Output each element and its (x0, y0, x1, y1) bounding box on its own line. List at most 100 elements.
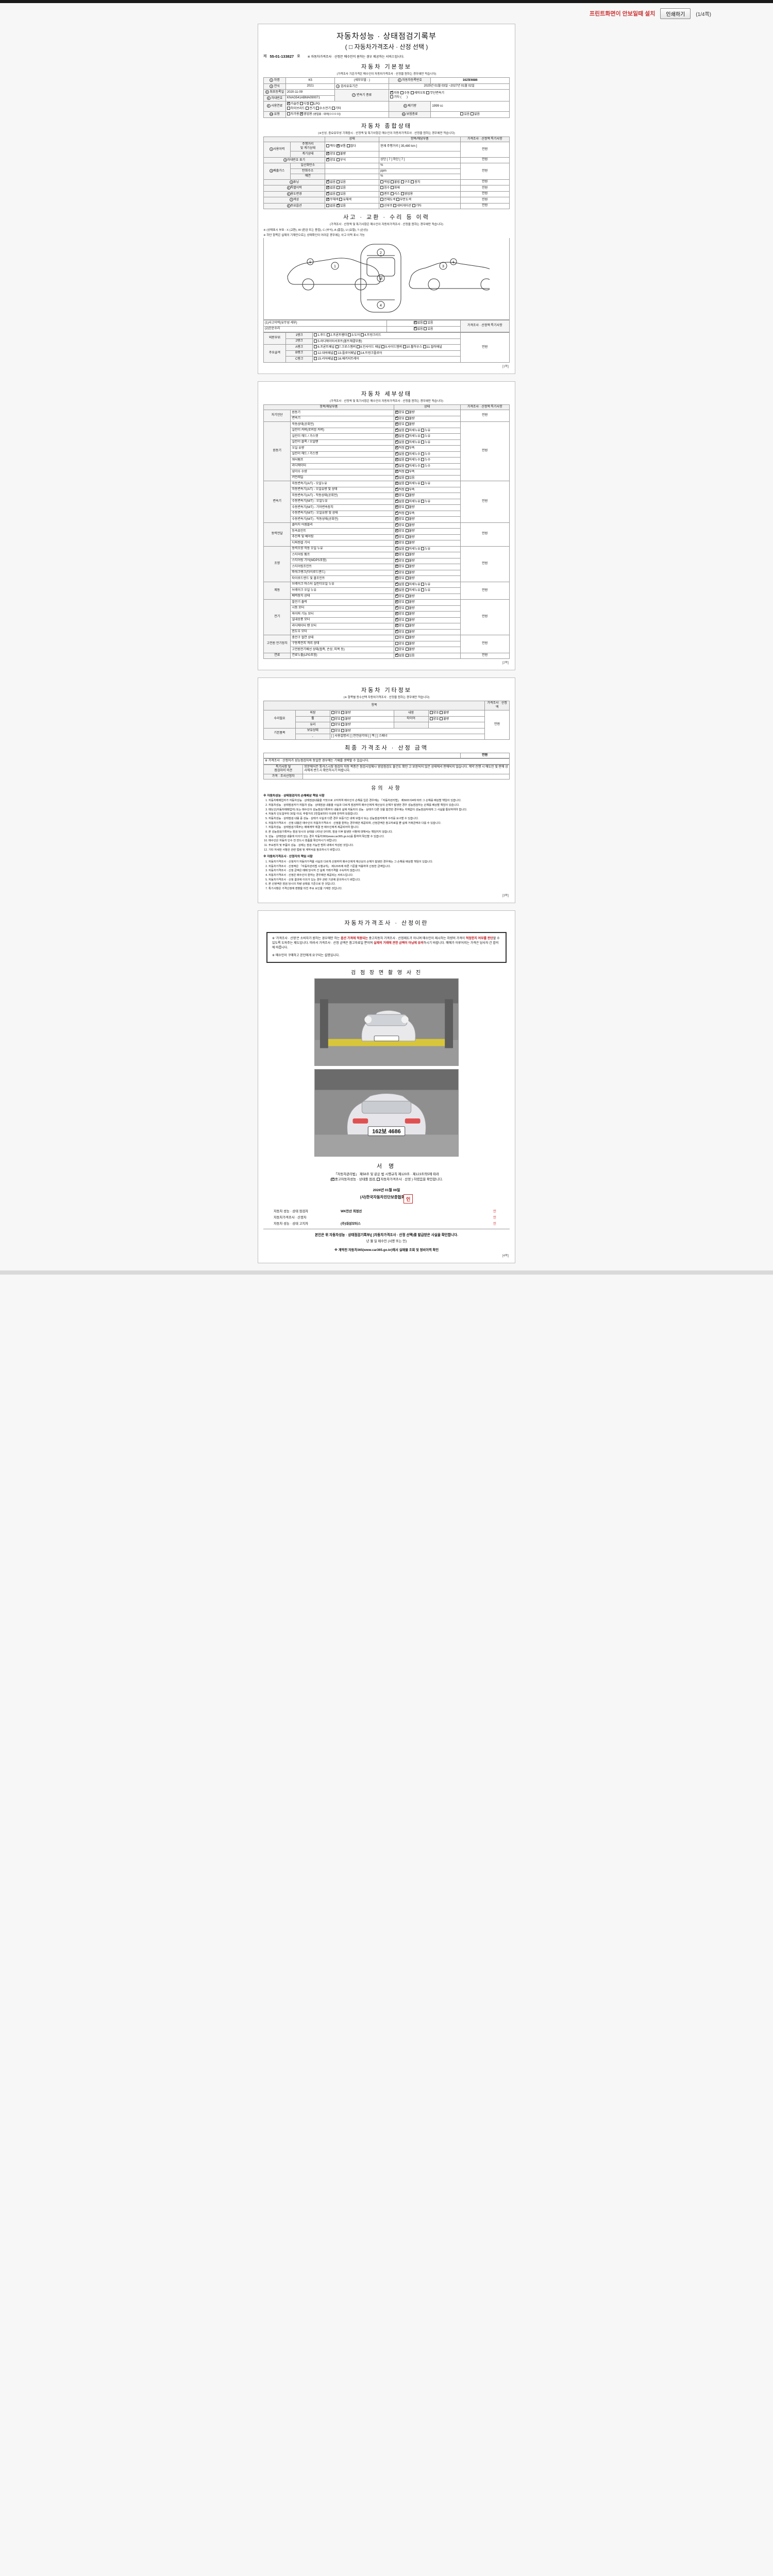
detail-opt-양호[interactable]: 양호 (395, 534, 406, 539)
detail-opt-양호[interactable]: 양호 (395, 410, 406, 414)
trans-opt-manual[interactable]: 수동 (400, 91, 410, 95)
detail-opt-없음[interactable]: 없음 (395, 475, 406, 480)
detail-opt-양호[interactable]: 양호 (395, 570, 406, 574)
color-opt-chroma[interactable]: 유채색 (339, 198, 351, 201)
usechange-commercial[interactable]: 영업용 (400, 192, 413, 196)
special-opt-none[interactable]: 없음 (326, 185, 335, 190)
detail-opt-누유[interactable]: 누유 (421, 547, 430, 551)
detail-opt-없음[interactable]: 없음 (395, 588, 406, 592)
detail-opt-없음[interactable]: 없음 (395, 481, 406, 485)
detail-opt-불량[interactable]: 불량 (405, 529, 415, 533)
detail-opt-누유[interactable]: 누유 (421, 440, 430, 444)
detail-opt-부족[interactable]: 부족 (405, 470, 415, 473)
detail-opt-양호[interactable]: 양호 (395, 617, 406, 622)
fuel-opt-etc[interactable]: 기타 (331, 106, 341, 110)
fuel-opt-hybrid[interactable]: 하이브리드 (287, 106, 305, 110)
detail-opt-불량[interactable]: 불량 (405, 641, 415, 646)
detail-opt-미세누유[interactable]: 미세누유 (405, 499, 422, 503)
trans-opt-other[interactable]: 기타 ( ) (390, 95, 408, 99)
damage-diagram[interactable]: 1 2 M 4 3 5 6 (263, 238, 510, 320)
mileage-opt-few[interactable]: 적다 (326, 144, 335, 148)
detail-opt-불량[interactable]: 불량 (405, 494, 415, 497)
detail-opt-불량[interactable]: 불량 (405, 553, 415, 556)
fuel-opt-diesel[interactable]: 디젤 (300, 102, 309, 106)
detail-opt-부족[interactable]: 부족 (405, 511, 415, 515)
detail-opt-적정[interactable]: 적정 (395, 469, 406, 473)
usechange-opt-none[interactable]: 없음 (326, 191, 335, 196)
detail-opt-있음[interactable]: 있음 (405, 653, 415, 657)
usechange-rent[interactable]: 렌트 (380, 192, 390, 196)
detail-opt-양호[interactable]: 양호 (395, 600, 406, 604)
tuning-structure[interactable]: 구조 (400, 180, 410, 184)
detail-opt-불량[interactable]: 불량 (405, 541, 415, 545)
detail-opt-적정[interactable]: 적정 (395, 446, 406, 450)
detail-opt-누유[interactable]: 누유 (421, 499, 430, 503)
detail-opt-없음[interactable]: 없음 (395, 439, 406, 444)
usechange-lease[interactable]: 리스 (390, 192, 400, 196)
detail-opt-불량[interactable]: 불량 (405, 422, 415, 426)
detail-opt-불량[interactable]: 불량 (405, 565, 415, 568)
detail-opt-부족[interactable]: 부족 (405, 446, 415, 450)
color-part-paint[interactable]: 부분도색 (396, 198, 411, 201)
detail-opt-불량[interactable]: 불량 (405, 577, 415, 580)
detail-opt-양호[interactable]: 양호 (395, 558, 406, 563)
detail-opt-미세누수[interactable]: 미세누수 (405, 458, 422, 462)
detail-opt-양호[interactable]: 양호 (395, 540, 406, 545)
detail-opt-없음[interactable]: 없음 (395, 463, 406, 468)
detail-opt-양호[interactable]: 양호 (395, 636, 406, 639)
detail-opt-양호[interactable]: 양호 (395, 623, 406, 628)
accident-opt-none[interactable]: 없음 (413, 320, 423, 325)
detail-opt-불량[interactable]: 불량 (405, 505, 415, 509)
detail-opt-불량[interactable]: 불량 (405, 411, 415, 414)
detail-opt-양호[interactable]: 양호 (395, 422, 406, 426)
detail-opt-불량[interactable]: 불량 (405, 570, 415, 574)
detail-opt-미세누수[interactable]: 미세누수 (405, 464, 422, 468)
accident-opt-yes[interactable]: 있음 (424, 321, 433, 325)
detail-opt-불량[interactable]: 불량 (405, 416, 415, 420)
detail-opt-부족[interactable]: 부족 (405, 487, 415, 492)
special-flood[interactable]: 침수 (380, 186, 390, 190)
option-etc[interactable]: 기타 (412, 204, 422, 208)
detail-opt-양호[interactable]: 양호 (395, 493, 406, 497)
tuning-illegal[interactable]: 불법 (390, 180, 400, 184)
detail-opt-불량[interactable]: 불량 (405, 612, 415, 616)
vinmark-opt-bad[interactable]: 부식 (336, 158, 346, 162)
option-opt-yes[interactable]: 있음 (336, 203, 346, 208)
gauge-opt-bad[interactable]: 불량 (336, 152, 346, 156)
mileage-opt-normal[interactable]: 보통 (336, 144, 346, 148)
detail-opt-양호[interactable]: 양호 (395, 629, 406, 634)
trans-opt-cvt[interactable]: 무단변속기 (426, 91, 444, 95)
detail-opt-불량[interactable]: 불량 (405, 600, 415, 604)
bohum-opt-no[interactable]: 없음 (470, 112, 480, 116)
detail-opt-양호[interactable]: 양호 (395, 416, 406, 420)
detail-opt-없음[interactable]: 없음 (395, 653, 406, 657)
detail-opt-누유[interactable]: 누유 (421, 482, 430, 485)
detail-opt-양호[interactable]: 양호 (395, 605, 406, 610)
detail-opt-적정[interactable]: 적정 (395, 487, 406, 492)
fuel-opt-ev[interactable]: 전기 (306, 106, 315, 110)
option-sunroof[interactable]: 선루프 (380, 204, 393, 208)
option-navi[interactable]: 네비게이션 (393, 204, 411, 208)
detail-opt-양호[interactable]: 양호 (395, 505, 406, 509)
detail-opt-양호[interactable]: 양호 (395, 529, 406, 533)
usetype-opt-commercial[interactable]: 영업용 (300, 112, 312, 116)
detail-opt-미세누유[interactable]: 미세누유 (405, 440, 422, 444)
special-opt-yes[interactable]: 있음 (336, 186, 346, 190)
detail-opt-불량[interactable]: 불량 (405, 630, 415, 634)
color-opt-mono[interactable]: 무채색 (326, 197, 339, 201)
detail-opt-불량[interactable]: 불량 (405, 558, 415, 563)
trans-opt-auto[interactable]: 자동 (390, 90, 399, 95)
detail-opt-불량[interactable]: 불량 (405, 517, 415, 521)
detail-opt-불량[interactable]: 불량 (405, 594, 415, 598)
detail-opt-없음[interactable]: 없음 (395, 582, 406, 586)
bohum-opt-yes[interactable]: 있음 (460, 112, 469, 116)
detail-opt-없음[interactable]: 없음 (395, 434, 406, 438)
detail-opt-누수[interactable]: 누수 (421, 458, 430, 462)
detail-opt-없음[interactable]: 없음 (395, 457, 406, 462)
fuel-opt-gasoline[interactable]: 가솔린 (287, 101, 299, 106)
detail-opt-양호[interactable]: 양호 (395, 564, 406, 568)
fuel-opt-lpg[interactable]: LPG (310, 102, 320, 106)
detail-opt-불량[interactable]: 불량 (405, 535, 415, 539)
option-opt-none[interactable]: 없음 (326, 204, 335, 208)
detail-opt-미세누유[interactable]: 미세누유 (405, 582, 422, 586)
